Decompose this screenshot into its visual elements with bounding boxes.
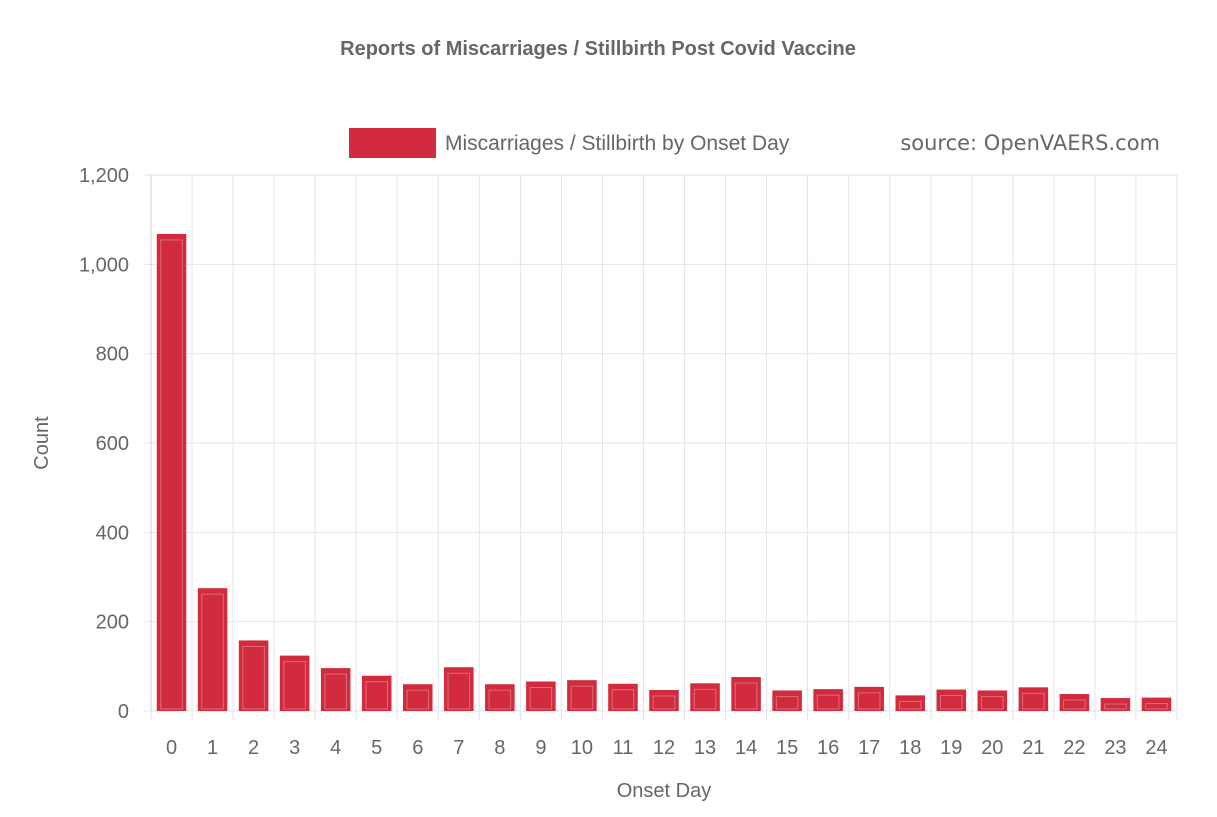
x-tick-label: 17 [858, 737, 880, 759]
bar[interactable] [772, 690, 802, 711]
bar[interactable] [320, 668, 351, 711]
bar[interactable] [608, 683, 638, 711]
x-tick-label: 0 [166, 737, 177, 759]
bar[interactable] [567, 680, 597, 711]
x-tick-label: 24 [1145, 737, 1167, 759]
bar-inner-border [365, 681, 388, 710]
y-tick-label: 1,000 [79, 254, 129, 276]
legend[interactable]: Miscarriages / Stillbirth by Onset Day [349, 128, 790, 158]
bar-inner-border [1145, 703, 1168, 710]
bar[interactable] [1141, 697, 1172, 711]
x-tick-label: 22 [1063, 737, 1085, 759]
bar-inner-border [324, 673, 347, 710]
y-tick-label: 800 [96, 344, 129, 366]
x-tick-label: 10 [571, 737, 593, 759]
bar[interactable] [690, 683, 720, 711]
bar[interactable] [485, 684, 515, 711]
bar-inner-border [652, 695, 676, 710]
bar[interactable] [977, 690, 1008, 711]
bar-inner-border [940, 695, 963, 710]
bar-inner-border [529, 687, 553, 710]
bar[interactable] [936, 689, 967, 711]
x-axis-title: Onset Day [617, 780, 711, 802]
x-tick-label: 18 [899, 737, 921, 759]
bar[interactable] [279, 655, 310, 711]
bar-inner-border [693, 688, 717, 710]
bars [156, 233, 1172, 711]
x-tick-label: 6 [412, 737, 423, 759]
y-tick-label: 400 [96, 522, 129, 544]
bar[interactable] [402, 684, 433, 711]
x-tick-label: 5 [371, 737, 382, 759]
x-tick-label: 13 [694, 737, 716, 759]
x-axis-ticks: 0 1 2 3 4 5 6 7 8 9 10 11 12 13 14 15 16 17 18 19 20 21 22 23 24 [166, 737, 1168, 759]
bar[interactable] [1059, 694, 1090, 711]
x-tick-label: 8 [494, 737, 505, 759]
x-tick-label: 2 [248, 737, 259, 759]
x-tick-label: 12 [653, 737, 675, 759]
x-tick-label: 11 [613, 737, 634, 759]
bar-inner-border [1022, 692, 1045, 710]
y-tick-label: 200 [96, 612, 129, 634]
bar[interactable] [854, 686, 884, 711]
bar-inner-border [611, 689, 635, 710]
grid [143, 174, 1178, 721]
x-tick-label: 3 [289, 737, 300, 759]
bar-inner-border [447, 672, 471, 710]
x-tick-label: 7 [453, 737, 464, 759]
bar[interactable] [156, 233, 187, 711]
bar-inner-border [283, 661, 306, 710]
y-axis-title: Count [31, 416, 53, 470]
bar-inner-border [570, 685, 594, 710]
bar-inner-border [242, 645, 265, 710]
y-tick-label: 600 [96, 433, 129, 455]
y-axis-ticks: 0 200 400 600 800 1,000 1,200 [79, 165, 129, 723]
bar[interactable] [238, 640, 269, 711]
legend-swatch [349, 128, 436, 158]
y-tick-label: 1,200 [79, 165, 129, 187]
bar-inner-border [201, 593, 224, 710]
chart-title: Reports of Miscarriages / Stillbirth Pos… [340, 38, 856, 60]
source-note: source: OpenVAERS.com [900, 131, 1160, 155]
legend-label: Miscarriages / Stillbirth by Onset Day [445, 132, 790, 155]
x-tick-label: 21 [1022, 737, 1044, 759]
bar[interactable] [526, 681, 556, 711]
bar[interactable] [895, 695, 926, 711]
bar-inner-border [816, 694, 840, 710]
bar-inner-border [857, 692, 881, 710]
bar[interactable] [649, 690, 679, 711]
bar-inner-border [488, 689, 512, 710]
bar-inner-border [160, 239, 183, 710]
bar-inner-border [1104, 703, 1127, 710]
bar-inner-border [406, 689, 430, 710]
bar-inner-border [775, 695, 799, 710]
x-tick-label: 23 [1104, 737, 1126, 759]
x-tick-label: 20 [981, 737, 1003, 759]
bar-inner-border [1063, 699, 1086, 710]
x-tick-label: 19 [940, 737, 962, 759]
x-tick-label: 9 [535, 737, 546, 759]
x-tick-label: 16 [817, 737, 839, 759]
bar[interactable] [444, 667, 474, 711]
x-tick-label: 14 [735, 737, 757, 759]
bar[interactable] [813, 689, 843, 711]
y-tick-label: 0 [118, 701, 129, 723]
bar-inner-border [734, 682, 758, 710]
x-tick-label: 1 [207, 737, 218, 759]
bar-inner-border [981, 695, 1004, 710]
bar[interactable] [197, 588, 228, 711]
x-tick-label: 4 [330, 737, 341, 759]
x-tick-label: 15 [776, 737, 798, 759]
bar-inner-border [898, 700, 922, 710]
